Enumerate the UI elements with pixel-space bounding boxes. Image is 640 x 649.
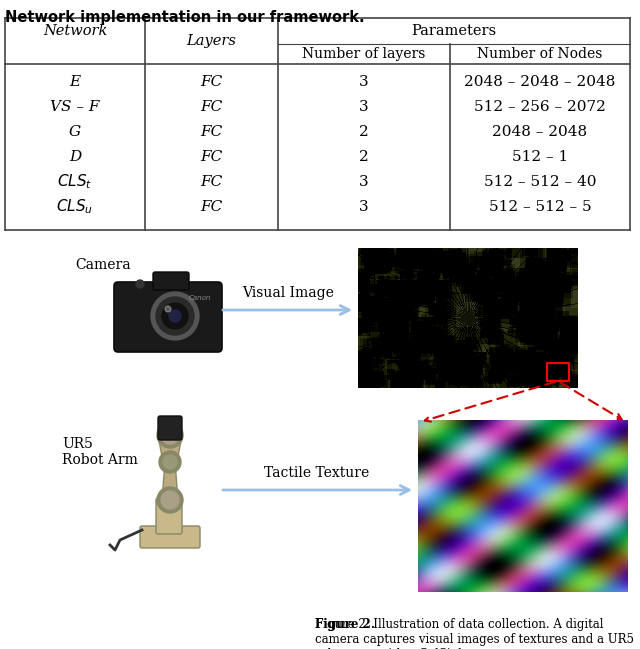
Text: E: E	[69, 75, 81, 89]
Circle shape	[136, 280, 144, 288]
Circle shape	[159, 451, 181, 473]
Text: 2048 – 2048: 2048 – 2048	[492, 125, 588, 139]
Text: Camera: Camera	[75, 258, 131, 272]
Circle shape	[157, 422, 183, 448]
Text: Layers: Layers	[187, 34, 236, 48]
Text: 512 – 512 – 5: 512 – 512 – 5	[489, 200, 591, 214]
Text: Network: Network	[43, 24, 107, 38]
Circle shape	[151, 292, 199, 340]
Text: 3: 3	[359, 175, 369, 189]
Circle shape	[169, 310, 181, 322]
Text: FC: FC	[200, 75, 223, 89]
Text: 512 – 512 – 40: 512 – 512 – 40	[484, 175, 596, 189]
Text: VS – F: VS – F	[51, 100, 100, 114]
Polygon shape	[158, 435, 182, 462]
Text: 512 – 256 – 2072: 512 – 256 – 2072	[474, 100, 606, 114]
Text: Canon: Canon	[189, 295, 211, 301]
Text: FC: FC	[200, 200, 223, 214]
Circle shape	[162, 303, 188, 329]
Text: Number of Nodes: Number of Nodes	[477, 47, 603, 61]
Text: 512 – 1: 512 – 1	[512, 150, 568, 164]
Circle shape	[165, 306, 171, 312]
Text: 2: 2	[359, 150, 369, 164]
Text: $\mathit{CLS_t}$: $\mathit{CLS_t}$	[58, 173, 93, 191]
Text: Number of layers: Number of layers	[302, 47, 426, 61]
Circle shape	[161, 491, 179, 509]
FancyBboxPatch shape	[156, 498, 182, 534]
FancyBboxPatch shape	[153, 272, 189, 290]
Text: Network implementation in our framework.: Network implementation in our framework.	[5, 10, 365, 25]
Text: UR5
Robot Arm: UR5 Robot Arm	[62, 437, 138, 467]
Bar	[547, 363, 569, 381]
FancyBboxPatch shape	[114, 282, 222, 352]
Text: 3: 3	[359, 200, 369, 214]
FancyBboxPatch shape	[158, 416, 182, 440]
Text: 2048 – 2048 – 2048: 2048 – 2048 – 2048	[464, 75, 616, 89]
Text: D: D	[69, 150, 81, 164]
Text: FC: FC	[200, 100, 223, 114]
Text: Figure 2. Illustration of data collection. A digital camera captures visual imag: Figure 2. Illustration of data collectio…	[315, 618, 634, 649]
FancyBboxPatch shape	[140, 526, 200, 548]
Text: Tactile Texture: Tactile Texture	[264, 466, 370, 480]
Text: 2: 2	[359, 125, 369, 139]
Text: FC: FC	[200, 175, 223, 189]
Text: $\mathit{CLS_u}$: $\mathit{CLS_u}$	[56, 198, 93, 216]
Text: 3: 3	[359, 100, 369, 114]
Text: FC: FC	[200, 125, 223, 139]
Circle shape	[157, 487, 183, 513]
Circle shape	[156, 297, 194, 335]
Text: 3: 3	[359, 75, 369, 89]
Text: Parameters: Parameters	[412, 24, 497, 38]
Text: Figure 2.: Figure 2.	[315, 618, 379, 631]
Text: G: G	[69, 125, 81, 139]
Circle shape	[163, 455, 177, 469]
Circle shape	[161, 426, 179, 444]
Text: Visual Image: Visual Image	[242, 286, 334, 300]
Text: FC: FC	[200, 150, 223, 164]
Polygon shape	[162, 462, 178, 500]
